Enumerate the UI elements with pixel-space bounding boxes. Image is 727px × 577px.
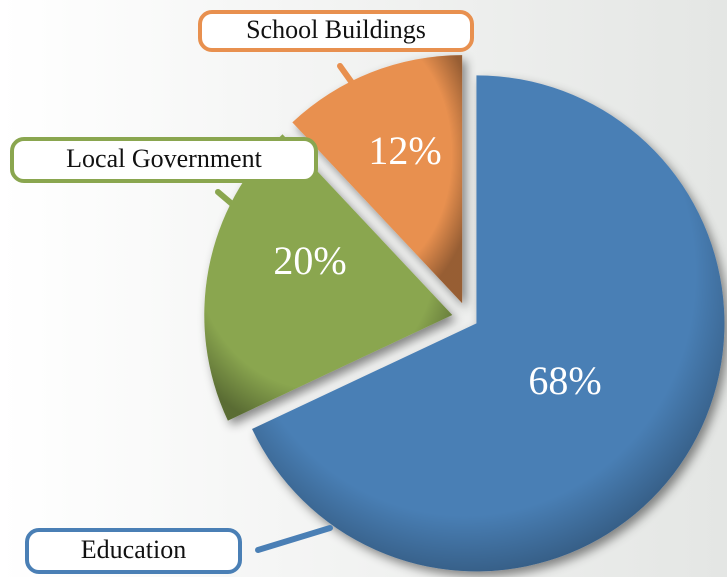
value-label: 68% — [528, 358, 601, 403]
callout-line — [255, 525, 333, 553]
callout-box — [25, 528, 242, 574]
callout-line — [215, 189, 248, 218]
category-label: School Buildings — [246, 15, 426, 44]
callout-box — [198, 10, 474, 52]
slice-shade — [204, 134, 453, 421]
category-label: Local Government — [66, 144, 262, 173]
value-label: 20% — [273, 238, 346, 283]
slice-shade — [292, 55, 463, 304]
pie: 68% 20% 12% — [204, 55, 725, 572]
slice-shade — [252, 75, 725, 572]
callout-line — [337, 63, 373, 111]
category-label: Education — [81, 535, 186, 564]
callout-box — [10, 137, 318, 183]
callouts: Education Local Government School Building… — [10, 10, 474, 574]
value-label: 12% — [368, 128, 441, 173]
